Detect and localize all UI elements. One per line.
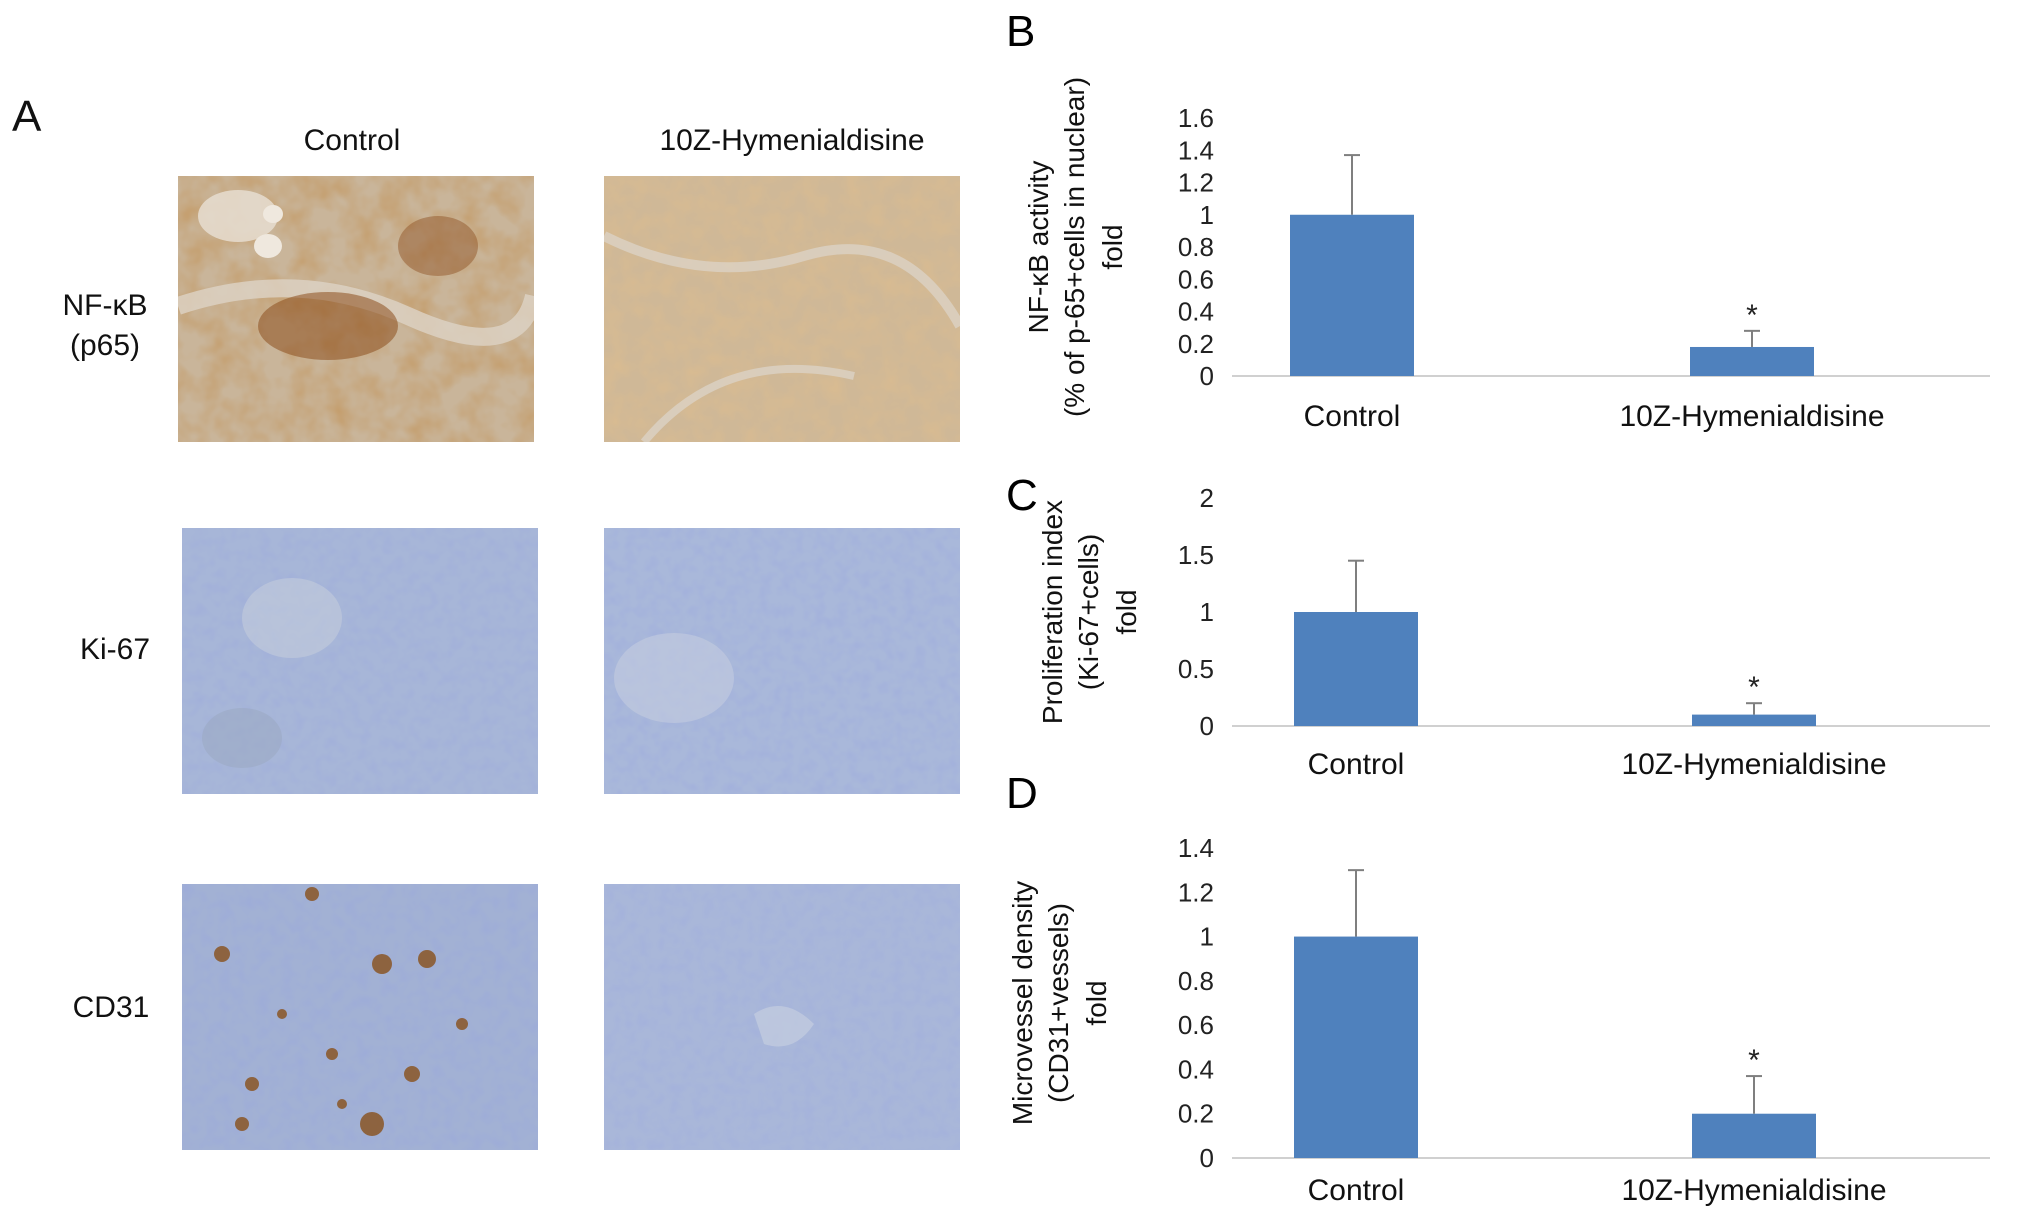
y-axis-label-c-1: (Ki-67+cells) [1073,534,1104,690]
micrograph-nfkb-control [178,176,534,442]
y-tick-label-d-6: 1.2 [1178,877,1214,907]
bar-c-0 [1294,612,1418,726]
y-tick-label-b-2: 0.4 [1178,297,1214,327]
y-tick-label-c-3: 1.5 [1178,540,1214,570]
micrograph-ki67-control [182,528,538,794]
y-tick-label-b-3: 0.6 [1178,264,1214,294]
chart-d: D 0 0.2 0.4 0.6 0.8 1 1.2 1.4 Control * 10Z-Hymenia… [1006,769,1990,1207]
y-axis-label-b-0: NF-κB activity [1023,161,1054,334]
y-tick-label-b-7: 1.4 [1178,135,1214,165]
y-tick-label-c-1: 0.5 [1178,654,1214,684]
y-tick-label-d-2: 0.4 [1178,1054,1214,1084]
y-axis-label-d-0: Microvessel density [1007,881,1038,1125]
category-label-d-0: Control [1308,1174,1405,1207]
y-axis-label-d-2: fold [1081,980,1112,1025]
y-tick-label-c-4: 2 [1200,483,1214,513]
panel-letter-a: A [12,92,42,141]
row-label-nfkb-line2: (p65) [69,329,141,362]
y-tick-label-d-5: 1 [1200,922,1214,952]
y-tick-label-d-7: 1.4 [1178,833,1214,863]
y-axis-label-d-1: (CD31+vessels) [1043,903,1074,1103]
y-tick-label-b-8: 1.6 [1178,103,1214,133]
micrograph-ki67-treatment [604,528,960,794]
micrograph-nfkb-treatment [604,176,960,442]
category-label-b-0: Control [1304,400,1401,433]
y-tick-label-d-0: 0 [1200,1143,1214,1173]
bar-d-0 [1294,936,1418,1158]
y-tick-label-b-0: 0 [1200,361,1214,391]
panel-letter-b: B [1006,7,1035,56]
panel-letter-d: D [1006,769,1038,818]
y-tick-label-d-3: 0.6 [1178,1010,1214,1040]
micrograph-cd31-control [182,884,538,1150]
y-tick-label-c-2: 1 [1200,597,1214,627]
significance-d-1: * [1748,1044,1760,1077]
category-label-c-1: 10Z-Hymenialdisine [1621,748,1886,781]
panel-letter-c: C [1006,471,1038,520]
row-label-nfkb: NF-κB (p65) [30,286,180,366]
y-axis-label-c-0: Proliferation index [1037,500,1068,724]
y-tick-label-b-5: 1 [1200,200,1214,230]
y-tick-label-d-4: 0.8 [1178,966,1214,996]
y-axis-label-c-2: fold [1111,589,1142,634]
bar-b-0 [1290,214,1414,376]
chart-b: B 00.20.40.60.811.21.41.6 Control * 10Z-Hyme… [1006,7,1990,433]
chart-c: C 0 0.5 1 1.5 2 Control * 10Z-Hymenialdisine Prol… [1006,471,1990,781]
bar-b-1 [1690,346,1814,376]
y-tick-label-b-4: 0.8 [1178,232,1214,262]
bar-d-1 [1692,1113,1816,1158]
y-tick-label-c-0: 0 [1200,711,1214,741]
y-tick-label-b-6: 1.2 [1178,168,1214,198]
column-header-treatment: 10Z-Hymenialdisine [659,124,925,157]
micrograph-cd31-treatment [604,884,960,1150]
category-label-d-1: 10Z-Hymenialdisine [1621,1174,1886,1207]
category-label-b-1: 10Z-Hymenialdisine [1619,400,1884,433]
category-label-c-0: Control [1308,748,1405,781]
y-axis-label-b-1: (% of p-65+cells in nuclear) [1059,77,1090,417]
row-label-nfkb-line1: NF-κB [62,289,148,322]
row-label-ki67: Ki-67 [79,633,151,666]
row-label-cd31: CD31 [72,991,150,1024]
y-tick-label-d-1: 0.2 [1178,1099,1214,1129]
column-header-control: Control [303,124,401,157]
significance-c-1: * [1748,671,1760,704]
y-axis-label-b-2: fold [1097,224,1128,269]
y-tick-label-b-1: 0.2 [1178,329,1214,359]
significance-b-1: * [1746,299,1758,332]
bar-c-1 [1692,714,1816,726]
